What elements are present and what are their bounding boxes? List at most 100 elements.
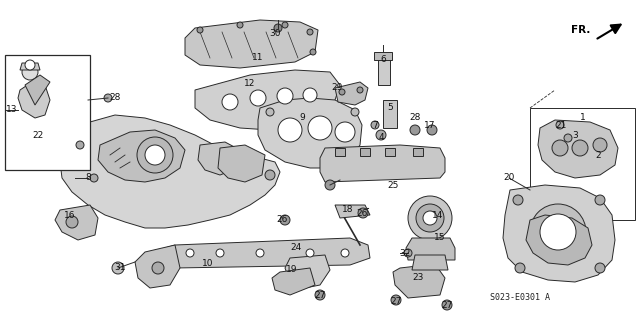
Circle shape [353, 151, 361, 159]
Polygon shape [198, 142, 240, 175]
Circle shape [423, 211, 437, 225]
Circle shape [351, 108, 359, 116]
Circle shape [335, 122, 355, 142]
Text: 7: 7 [372, 121, 378, 130]
Circle shape [307, 29, 313, 35]
Text: FR.: FR. [571, 25, 590, 35]
Text: 2: 2 [595, 151, 601, 160]
Text: 10: 10 [202, 259, 214, 269]
Circle shape [572, 140, 588, 156]
Bar [335, 148, 345, 156]
Circle shape [250, 90, 266, 106]
Circle shape [282, 22, 288, 28]
Circle shape [278, 118, 302, 142]
Text: 22: 22 [33, 130, 44, 139]
Text: 6: 6 [380, 56, 386, 64]
Text: 14: 14 [432, 211, 444, 219]
Circle shape [277, 88, 293, 104]
Polygon shape [526, 215, 592, 265]
Text: 19: 19 [286, 265, 298, 275]
Polygon shape [195, 70, 340, 130]
Bar [5, 55, 90, 170]
Circle shape [325, 180, 335, 190]
Bar [378, 55, 390, 85]
Bar [385, 148, 395, 156]
Text: 31: 31 [115, 263, 125, 272]
Bar [413, 148, 423, 156]
Text: 26: 26 [356, 209, 368, 218]
Polygon shape [165, 238, 370, 268]
Text: 3: 3 [572, 130, 578, 139]
Polygon shape [335, 205, 370, 218]
Text: 8: 8 [85, 174, 91, 182]
Text: 23: 23 [412, 273, 424, 283]
Circle shape [427, 125, 437, 135]
Circle shape [66, 216, 78, 228]
Text: 30: 30 [269, 28, 281, 38]
Polygon shape [406, 238, 455, 260]
Text: 25: 25 [387, 181, 399, 189]
Polygon shape [393, 264, 445, 298]
Text: 21: 21 [556, 121, 566, 130]
Circle shape [442, 300, 452, 310]
Text: 16: 16 [64, 211, 76, 219]
Text: 32: 32 [399, 249, 411, 257]
Polygon shape [335, 82, 368, 105]
Polygon shape [412, 255, 448, 270]
Circle shape [265, 170, 275, 180]
Circle shape [530, 204, 586, 260]
Circle shape [357, 87, 363, 93]
Polygon shape [20, 63, 40, 70]
Circle shape [280, 215, 290, 225]
Text: 17: 17 [424, 121, 436, 130]
Text: 1: 1 [580, 114, 586, 122]
Circle shape [306, 249, 314, 257]
Circle shape [416, 204, 444, 232]
Text: 4: 4 [378, 133, 384, 143]
Text: 20: 20 [503, 174, 515, 182]
Circle shape [145, 145, 165, 165]
Text: 12: 12 [244, 78, 256, 87]
Polygon shape [25, 75, 50, 105]
Circle shape [595, 195, 605, 205]
Text: 13: 13 [6, 106, 18, 115]
Circle shape [515, 263, 525, 273]
Text: 24: 24 [291, 243, 301, 253]
Circle shape [112, 262, 124, 274]
Circle shape [303, 88, 317, 102]
Circle shape [556, 121, 564, 129]
Polygon shape [55, 205, 98, 240]
Circle shape [410, 125, 420, 135]
Text: S023-E0301 A: S023-E0301 A [490, 293, 550, 302]
Polygon shape [538, 120, 618, 178]
Bar [374, 52, 392, 60]
Text: 5: 5 [387, 103, 393, 113]
Circle shape [376, 130, 386, 140]
Polygon shape [218, 145, 265, 182]
Circle shape [391, 295, 401, 305]
Circle shape [197, 27, 203, 33]
Bar [360, 148, 370, 156]
Polygon shape [258, 98, 362, 168]
Circle shape [25, 60, 35, 70]
Polygon shape [503, 185, 615, 282]
Circle shape [137, 137, 173, 173]
Circle shape [404, 249, 412, 257]
Circle shape [540, 214, 576, 250]
Polygon shape [60, 115, 280, 228]
Text: 27: 27 [314, 291, 326, 300]
Text: 26: 26 [276, 216, 288, 225]
Circle shape [513, 195, 523, 205]
Circle shape [256, 249, 264, 257]
Circle shape [76, 141, 84, 149]
Circle shape [266, 108, 274, 116]
Circle shape [222, 94, 238, 110]
Circle shape [593, 138, 607, 152]
Polygon shape [320, 145, 445, 182]
Circle shape [237, 22, 243, 28]
Circle shape [310, 49, 316, 55]
Text: 27: 27 [390, 298, 402, 307]
Circle shape [595, 263, 605, 273]
Circle shape [186, 249, 194, 257]
Circle shape [341, 249, 349, 257]
